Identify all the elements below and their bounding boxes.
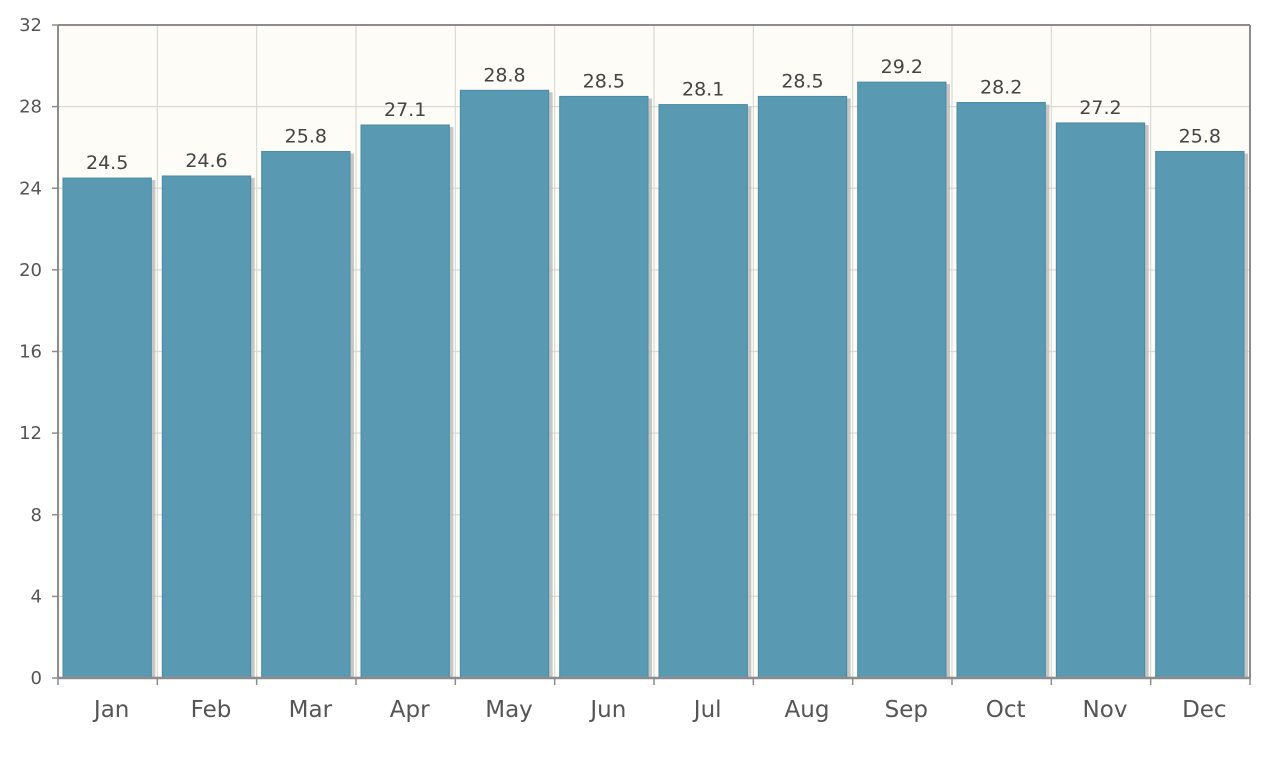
data-label: 29.2 xyxy=(881,56,923,78)
bar-jan xyxy=(62,177,152,679)
y-tick-label: 4 xyxy=(31,586,42,607)
bar-oct xyxy=(956,102,1046,679)
x-tick-label: Nov xyxy=(1083,697,1128,723)
bar-may xyxy=(459,89,550,679)
x-tick-label: Apr xyxy=(390,697,430,723)
y-tick-label: 12 xyxy=(19,423,42,444)
bar-sep xyxy=(857,81,947,679)
y-tick-label: 16 xyxy=(19,342,42,363)
x-tick-label: Jun xyxy=(588,697,626,723)
data-label: 28.2 xyxy=(980,77,1022,99)
data-label: 24.5 xyxy=(86,152,128,174)
bars xyxy=(62,81,1248,679)
y-tick-label: 32 xyxy=(19,15,42,36)
y-tick-label: 0 xyxy=(31,668,42,689)
data-label: 28.1 xyxy=(682,79,724,101)
x-tick-label: Mar xyxy=(289,697,333,723)
bar-nov xyxy=(1055,122,1146,679)
bar-aug xyxy=(757,95,848,679)
y-tick-label: 24 xyxy=(19,178,42,199)
x-tick-label: Aug xyxy=(785,697,830,723)
bar-apr xyxy=(360,124,450,679)
data-label: 28.5 xyxy=(781,70,823,92)
data-label: 24.6 xyxy=(185,150,227,172)
y-tick-label: 20 xyxy=(19,260,42,281)
x-tick-label: Oct xyxy=(986,697,1026,723)
y-tick-label: 8 xyxy=(31,505,42,526)
data-label: 25.8 xyxy=(285,126,327,148)
data-label: 27.2 xyxy=(1079,97,1121,119)
bar-mar xyxy=(261,151,351,679)
data-label: 28.8 xyxy=(483,64,525,86)
data-label: 27.1 xyxy=(384,99,426,121)
bar-dec xyxy=(1155,151,1245,679)
bar-jul xyxy=(658,104,748,679)
axes: 0 4 8 12 16 20 24 28 32 Jan Feb Mar Apr May Jun Jul Aug S… xyxy=(19,15,1251,723)
x-tick-label: May xyxy=(485,697,533,723)
x-tick-label: Dec xyxy=(1182,697,1227,723)
x-tick-label: Sep xyxy=(885,697,928,723)
x-tick-label: Jul xyxy=(692,697,722,723)
data-label: 28.5 xyxy=(583,70,625,92)
x-tick-label: Jan xyxy=(92,697,129,723)
data-label: 25.8 xyxy=(1179,126,1221,148)
bar-feb xyxy=(161,175,252,679)
bar-jun xyxy=(559,95,649,679)
y-tick-label: 28 xyxy=(19,97,42,118)
data-labels: 24.5 24.6 25.8 27.1 28.8 28.5 28.1 28.5 29.2 28.2… xyxy=(86,56,1221,174)
x-tick-label: Feb xyxy=(191,697,232,723)
